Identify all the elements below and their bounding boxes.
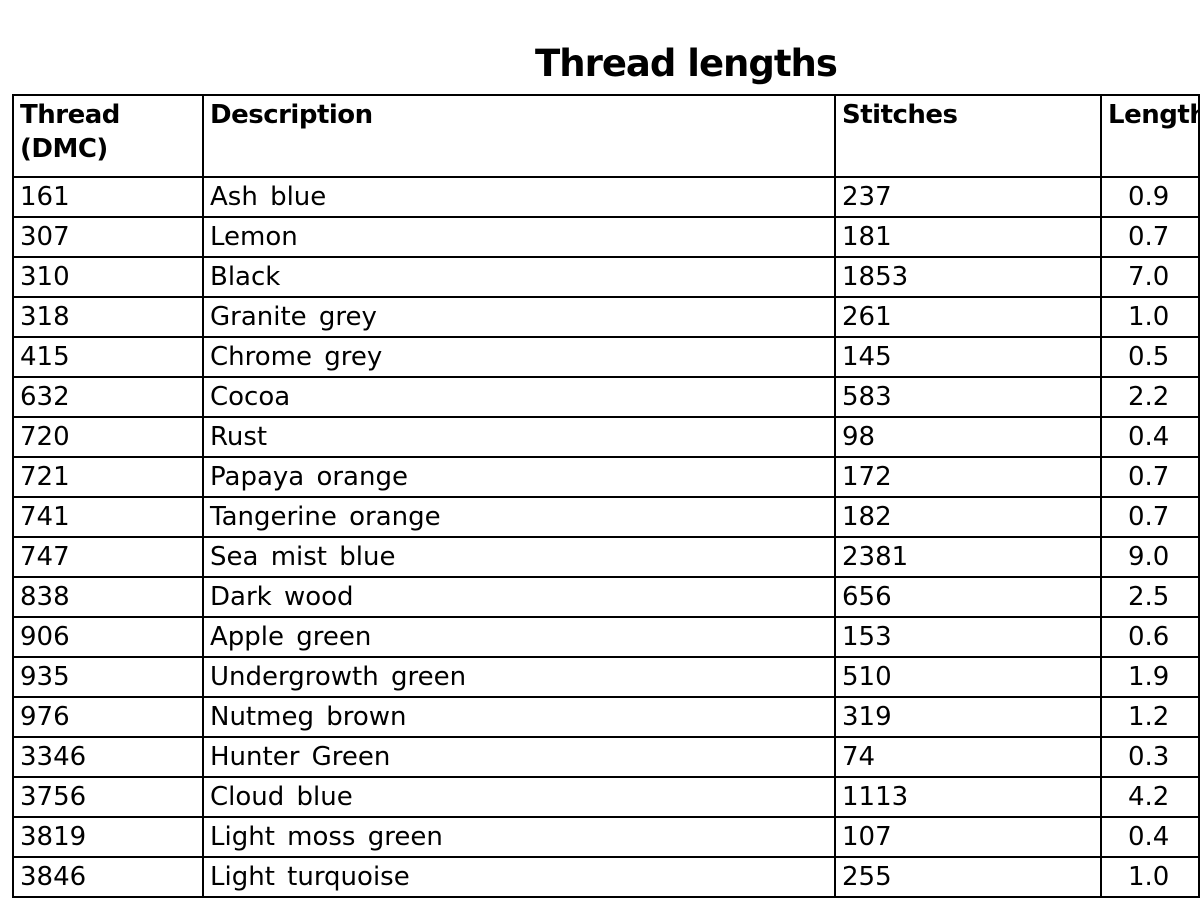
- description-cell: Black: [202, 256, 836, 298]
- stitches-cell: 583: [834, 376, 1102, 418]
- page-title: Thread lengths: [535, 42, 838, 85]
- length-cell: 0.6: [1100, 616, 1200, 658]
- table-row: 3756 Cloud blue 1113 4.2: [12, 776, 1200, 818]
- table-row: 3819 Light moss green 107 0.4: [12, 816, 1200, 858]
- thread-cell: 976: [12, 696, 204, 738]
- header-thread: Thread (DMC): [12, 94, 204, 178]
- thread-cell: 838: [12, 576, 204, 618]
- table-row: 415 Chrome grey 145 0.5: [12, 336, 1200, 378]
- stitches-cell: 145: [834, 336, 1102, 378]
- header-stitches: Stitches: [834, 94, 1102, 178]
- table-row: 838 Dark wood 656 2.5: [12, 576, 1200, 618]
- table-row: 935 Undergrowth green 510 1.9: [12, 656, 1200, 698]
- description-cell: Apple green: [202, 616, 836, 658]
- length-cell: 4.2: [1100, 776, 1200, 818]
- table-row: 741 Tangerine orange 182 0.7: [12, 496, 1200, 538]
- thread-cell: 3819: [12, 816, 204, 858]
- thread-cell: 3756: [12, 776, 204, 818]
- stitches-cell: 182: [834, 496, 1102, 538]
- thread-cell: 318: [12, 296, 204, 338]
- stitches-cell: 1113: [834, 776, 1102, 818]
- length-cell: 1.9: [1100, 656, 1200, 698]
- length-cell: 0.5: [1100, 336, 1200, 378]
- stitches-cell: 319: [834, 696, 1102, 738]
- stitches-cell: 181: [834, 216, 1102, 258]
- thread-cell: 161: [12, 176, 204, 218]
- description-cell: Nutmeg brown: [202, 696, 836, 738]
- header-description: Description: [202, 94, 836, 178]
- length-cell: 0.7: [1100, 456, 1200, 498]
- thread-cell: 3346: [12, 736, 204, 778]
- stitches-cell: 2381: [834, 536, 1102, 578]
- length-cell: 0.7: [1100, 496, 1200, 538]
- thread-cell: 307: [12, 216, 204, 258]
- thread-cell: 741: [12, 496, 204, 538]
- description-cell: Light moss green: [202, 816, 836, 858]
- thread-cell: 906: [12, 616, 204, 658]
- description-cell: Undergrowth green: [202, 656, 836, 698]
- table-body: 161 Ash blue 237 0.9 307 Lemon 181 0.7 310 Black 1…: [12, 176, 1200, 898]
- length-cell: 0.3: [1100, 736, 1200, 778]
- description-cell: Hunter Green: [202, 736, 836, 778]
- stitches-cell: 153: [834, 616, 1102, 658]
- table-row: 310 Black 1853 7.0: [12, 256, 1200, 298]
- stitches-cell: 98: [834, 416, 1102, 458]
- stitches-cell: 237: [834, 176, 1102, 218]
- length-cell: 0.4: [1100, 416, 1200, 458]
- description-cell: Chrome grey: [202, 336, 836, 378]
- thread-cell: 721: [12, 456, 204, 498]
- thread-table: Thread (DMC) Description Stitches Length…: [12, 94, 1200, 898]
- stitches-cell: 74: [834, 736, 1102, 778]
- length-cell: 2.2: [1100, 376, 1200, 418]
- thread-cell: 935: [12, 656, 204, 698]
- stitches-cell: 261: [834, 296, 1102, 338]
- description-cell: Tangerine orange: [202, 496, 836, 538]
- length-cell: 0.4: [1100, 816, 1200, 858]
- description-cell: Dark wood: [202, 576, 836, 618]
- length-cell: 0.7: [1100, 216, 1200, 258]
- length-cell: 0.9: [1100, 176, 1200, 218]
- table-row: 747 Sea mist blue 2381 9.0: [12, 536, 1200, 578]
- description-cell: Granite grey: [202, 296, 836, 338]
- table-row: 976 Nutmeg brown 319 1.2: [12, 696, 1200, 738]
- description-cell: Light turquoise: [202, 856, 836, 898]
- thread-cell: 415: [12, 336, 204, 378]
- table-row: 307 Lemon 181 0.7: [12, 216, 1200, 258]
- length-cell: 1.0: [1100, 856, 1200, 898]
- thread-cell: 3846: [12, 856, 204, 898]
- stitches-cell: 107: [834, 816, 1102, 858]
- thread-cell: 310: [12, 256, 204, 298]
- stitches-cell: 255: [834, 856, 1102, 898]
- length-cell: 2.5: [1100, 576, 1200, 618]
- table-row: 721 Papaya orange 172 0.7: [12, 456, 1200, 498]
- description-cell: Papaya orange: [202, 456, 836, 498]
- stitches-cell: 172: [834, 456, 1102, 498]
- description-cell: Cloud blue: [202, 776, 836, 818]
- description-cell: Rust: [202, 416, 836, 458]
- table-row: 318 Granite grey 261 1.0: [12, 296, 1200, 338]
- table-header-row: Thread (DMC) Description Stitches Length: [12, 94, 1200, 178]
- description-cell: Lemon: [202, 216, 836, 258]
- description-cell: Ash blue: [202, 176, 836, 218]
- stitches-cell: 656: [834, 576, 1102, 618]
- description-cell: Cocoa: [202, 376, 836, 418]
- description-cell: Sea mist blue: [202, 536, 836, 578]
- table-row: 3846 Light turquoise 255 1.0: [12, 856, 1200, 898]
- length-cell: 1.2: [1100, 696, 1200, 738]
- length-cell: 1.0: [1100, 296, 1200, 338]
- stitches-cell: 510: [834, 656, 1102, 698]
- length-cell: 7.0: [1100, 256, 1200, 298]
- thread-cell: 632: [12, 376, 204, 418]
- table-row: 161 Ash blue 237 0.9: [12, 176, 1200, 218]
- table-row: 906 Apple green 153 0.6: [12, 616, 1200, 658]
- thread-cell: 720: [12, 416, 204, 458]
- table-row: 720 Rust 98 0.4: [12, 416, 1200, 458]
- header-length: Length: [1100, 94, 1200, 178]
- thread-cell: 747: [12, 536, 204, 578]
- table-row: 3346 Hunter Green 74 0.3: [12, 736, 1200, 778]
- stitches-cell: 1853: [834, 256, 1102, 298]
- length-cell: 9.0: [1100, 536, 1200, 578]
- table-row: 632 Cocoa 583 2.2: [12, 376, 1200, 418]
